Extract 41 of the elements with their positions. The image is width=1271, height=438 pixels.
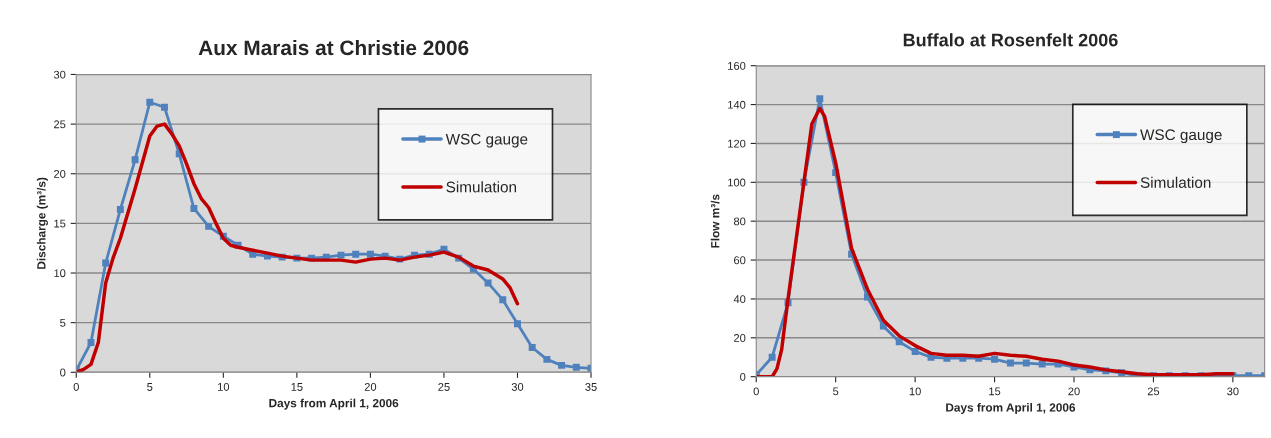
x-tick-label: 30 bbox=[511, 383, 524, 391]
y-tick-label: 100 bbox=[728, 178, 746, 187]
y-tick-label: 60 bbox=[734, 256, 746, 265]
y-tick-label: 30 bbox=[53, 70, 66, 79]
x-tick-label: 0 bbox=[73, 383, 79, 391]
x-axis-title: Days from April 1, 2006 bbox=[269, 398, 399, 410]
x-tick-label: 5 bbox=[147, 383, 153, 391]
y-tick-label: 10 bbox=[54, 269, 66, 278]
legend-label: WSC gauge bbox=[1140, 129, 1222, 144]
y-tick-label: 120 bbox=[728, 139, 746, 148]
x-tick-label: 10 bbox=[909, 387, 921, 396]
x-tick-label: 10 bbox=[218, 383, 230, 391]
x-tick-label: 15 bbox=[989, 387, 1001, 396]
x-tick-label: 30 bbox=[1227, 387, 1239, 396]
chart-title: Aux Marais at Christie 2006 bbox=[198, 39, 469, 56]
legend-label: Simulation bbox=[1140, 176, 1211, 188]
x-tick-label: 5 bbox=[833, 387, 839, 396]
y-tick-label: 140 bbox=[728, 100, 746, 109]
y-tick-label: 40 bbox=[733, 295, 746, 304]
x-tick-label: 0 bbox=[753, 387, 759, 396]
x-tick-label: 20 bbox=[364, 383, 377, 391]
y-tick-label: 20 bbox=[734, 334, 746, 342]
chart-title: Buffalo at Rosenfelt 2006 bbox=[903, 33, 1118, 47]
x-tick-label: 20 bbox=[1068, 387, 1080, 396]
y-tick-label: 5 bbox=[60, 319, 66, 327]
y-tick-label: 0 bbox=[740, 372, 746, 381]
y-tick-label: 20 bbox=[54, 170, 66, 178]
y-tick-label: 160 bbox=[728, 61, 746, 70]
x-tick-label: 25 bbox=[438, 383, 450, 391]
x-tick-label: 15 bbox=[291, 383, 303, 391]
y-axis-title: Discharge (m³/s) bbox=[36, 177, 48, 269]
x-tick-label: 25 bbox=[1147, 387, 1160, 396]
y-tick-label: 25 bbox=[54, 120, 66, 129]
y-axis-title: Flow m³/s bbox=[710, 194, 720, 248]
legend-label: WSC gauge bbox=[445, 133, 528, 148]
legend-label: Simulation bbox=[446, 181, 517, 193]
x-tick-label: 35 bbox=[585, 383, 597, 391]
y-tick-label: 15 bbox=[54, 219, 66, 228]
y-tick-label: 80 bbox=[733, 217, 746, 226]
x-axis-title: Days from April 1, 2006 bbox=[946, 403, 1076, 415]
y-tick-label: 0 bbox=[60, 368, 66, 377]
